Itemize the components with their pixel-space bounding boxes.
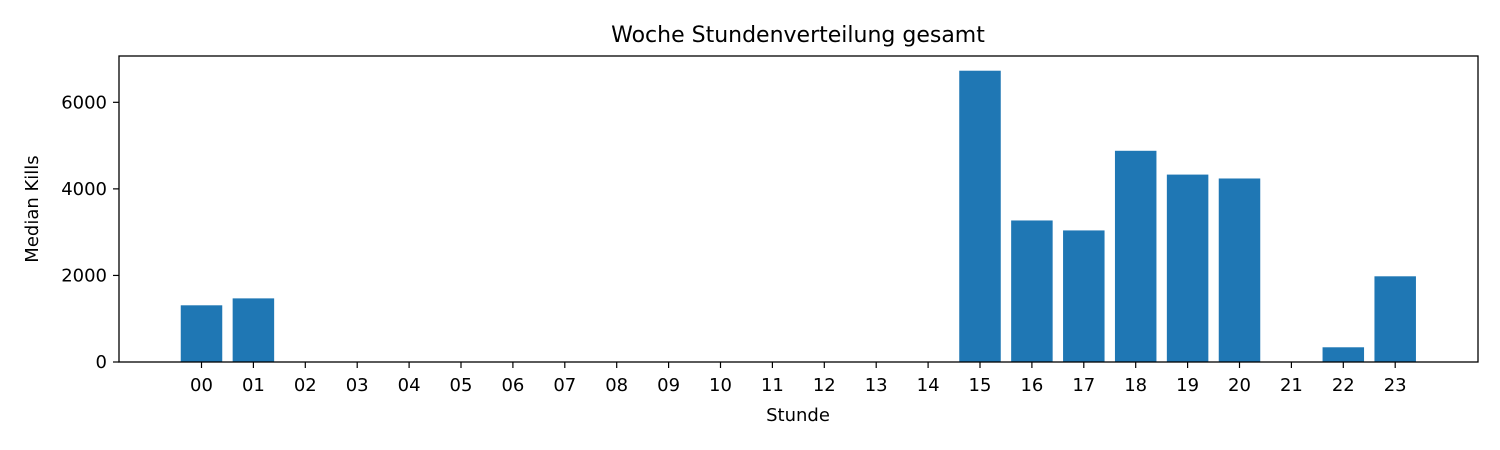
y-tick-label: 4000: [61, 179, 107, 200]
bars-group: [180, 70, 1416, 362]
chart-title: Woche Stundenverteilung gesamt: [611, 23, 985, 48]
x-tick-label: 00: [190, 375, 213, 396]
x-tick-label: 15: [969, 375, 992, 396]
x-tick-label: 08: [605, 375, 628, 396]
bar-17: [1063, 230, 1105, 362]
y-tick-label: 2000: [61, 265, 107, 286]
y-tick-label: 0: [96, 352, 107, 373]
y-axis-label: Median Kills: [22, 155, 43, 262]
x-tick-label: 23: [1384, 375, 1407, 396]
x-tick-label: 10: [709, 375, 732, 396]
x-tick-label: 01: [242, 375, 265, 396]
y-axis-ticks: 0 2000 4000 6000: [61, 92, 119, 373]
x-tick-label: 02: [294, 375, 317, 396]
x-tick-label: 21: [1280, 375, 1303, 396]
x-tick-label: 09: [657, 375, 680, 396]
plot-frame: [118, 55, 1479, 363]
bar-19: [1166, 174, 1209, 362]
x-tick-label: 19: [1176, 375, 1199, 396]
bar-18: [1114, 150, 1157, 362]
x-tick-label: 17: [1072, 375, 1095, 396]
bar-00: [180, 305, 223, 362]
x-tick-label: 05: [450, 375, 473, 396]
x-tick-label: 12: [813, 375, 836, 396]
x-tick-label: 03: [346, 375, 369, 396]
x-tick-label: 13: [865, 375, 888, 396]
x-tick-label: 16: [1020, 375, 1043, 396]
bar-15: [959, 70, 1001, 362]
bar-01: [232, 298, 275, 362]
x-tick-label: 14: [917, 375, 940, 396]
bar-16: [1011, 220, 1053, 362]
x-tick-label: 20: [1228, 375, 1251, 396]
x-tick-label: 04: [398, 375, 421, 396]
x-tick-label: 22: [1332, 375, 1355, 396]
x-axis-label: Stunde: [766, 405, 830, 426]
x-tick-label: 11: [761, 375, 784, 396]
bar-22: [1322, 347, 1365, 362]
x-axis-ticks: 00 01 02 03 04 05 06 07 08 09 10 11 12 13 14 15 16 17 18 19…: [190, 362, 1407, 396]
x-tick-label: 07: [553, 375, 576, 396]
x-tick-label: 18: [1124, 375, 1147, 396]
y-tick-label: 6000: [61, 92, 107, 113]
x-tick-label: 06: [501, 375, 524, 396]
bar-23: [1374, 276, 1416, 362]
bar-20: [1218, 178, 1261, 362]
